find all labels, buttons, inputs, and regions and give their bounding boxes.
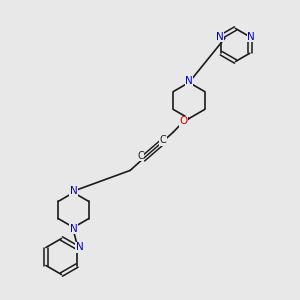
Text: N: N [248, 32, 255, 42]
Text: N: N [70, 224, 77, 234]
Text: C: C [160, 135, 166, 146]
Text: N: N [76, 242, 83, 253]
Text: C: C [137, 151, 144, 161]
Text: O: O [179, 116, 188, 127]
Text: N: N [216, 32, 224, 42]
Text: N: N [70, 186, 77, 196]
Text: N: N [185, 76, 193, 86]
